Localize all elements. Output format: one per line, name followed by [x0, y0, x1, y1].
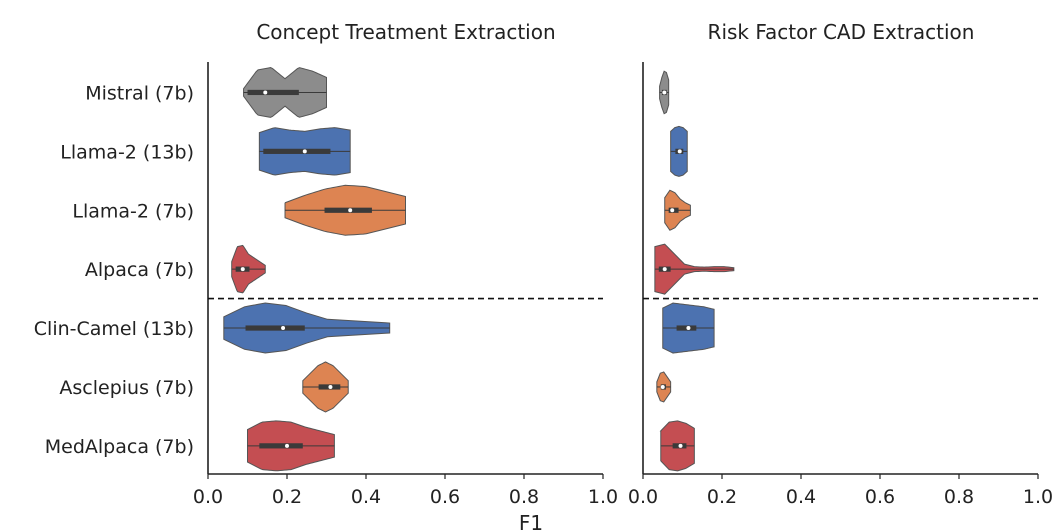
category-label-mistral-7b: Mistral (7b)	[85, 82, 194, 104]
violin-median-marker	[670, 208, 675, 213]
violin-median-marker	[686, 326, 691, 331]
violin-median-marker	[281, 326, 286, 331]
category-label-alpaca-7b: Alpaca (7b)	[85, 259, 194, 281]
violin-median-marker	[662, 90, 667, 95]
violin-median-marker	[678, 443, 683, 448]
y-axis-labels: Mistral (7b) Llama-2 (13b) Llama-2 (7b) Alp…	[34, 82, 194, 457]
x-tick-label: 1.0	[588, 486, 618, 508]
violin-iqr-box	[247, 89, 299, 96]
violin-median-marker	[240, 267, 245, 272]
violin-median-marker	[328, 384, 333, 389]
violin-median-marker	[302, 149, 307, 154]
x-tick-label: 0.4	[786, 486, 816, 508]
category-label-medalpaca-7b: MedAlpaca (7b)	[45, 436, 194, 458]
violin-median-marker	[285, 443, 289, 448]
panel-title-risk-factor-cad: Risk Factor CAD Extraction	[708, 20, 975, 44]
violin-median-marker	[660, 384, 665, 389]
category-label-clin-camel-13b: Clin-Camel (13b)	[34, 318, 194, 340]
x-tick-label: 0.2	[707, 486, 737, 508]
x-tick-label: 0.8	[944, 486, 974, 508]
x-tick-label: 0.2	[272, 486, 302, 508]
x-tick-label: 0.4	[351, 486, 381, 508]
violin-median-marker	[348, 208, 353, 213]
panel-risk-factor-cad: Risk Factor CAD Extraction 0.0 0.2 0.4 0.6 0…	[628, 20, 1053, 508]
x-tick-label: 0.6	[865, 486, 895, 508]
violin-iqr-box	[245, 325, 305, 331]
x-tick-label: 0.0	[628, 486, 658, 508]
category-label-llama-2-13b: Llama-2 (13b)	[60, 141, 194, 163]
violin-iqr-box	[259, 443, 303, 449]
x-tick-label: 0.8	[509, 486, 539, 508]
x-tick-label: 1.0	[1023, 486, 1053, 508]
category-label-llama-2-7b: Llama-2 (7b)	[72, 200, 194, 222]
category-label-asclepius-7b: Asclepius (7b)	[59, 377, 194, 399]
violin-median-marker	[677, 149, 682, 154]
x-tick-label: 0.0	[193, 486, 223, 508]
violin-median-marker	[662, 267, 667, 272]
violin-median-marker	[263, 90, 268, 95]
x-axis-label: F1	[519, 511, 543, 532]
panel-concept-treatment: Concept Treatment Extraction 0.0 0.2 0.4 0.…	[193, 20, 618, 508]
violin-iqr-box	[263, 148, 331, 154]
x-tick-label: 0.6	[430, 486, 460, 508]
panel-title-concept-treatment: Concept Treatment Extraction	[256, 20, 555, 44]
